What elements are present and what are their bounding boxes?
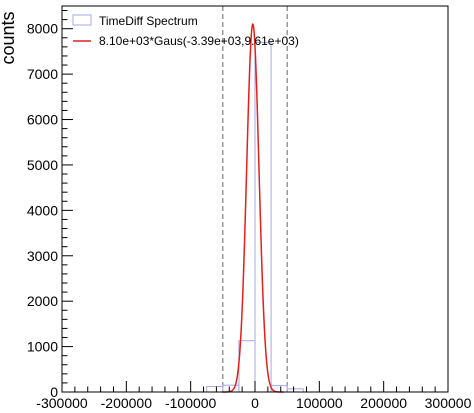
x-tick-label: -100000 [165,395,217,411]
y-tick-label: 0 [50,384,58,400]
legend: TimeDiff Spectrum 8.10e+03*Gaus(-3.39e+03… [72,14,299,48]
y-tick-label: 3000 [27,248,58,264]
y-tick-label: 7000 [27,66,58,82]
y-tick-label: 8000 [27,21,58,37]
histogram-bin-0 [206,386,224,393]
x-axis: -300000 -200000 -100000 0 100000 200000 300000 [36,381,472,411]
y-axis-title: counts [0,11,18,64]
y-tick-label: 1000 [27,339,58,355]
y-tick-label: 5000 [27,157,58,173]
y-tick-label: 6000 [27,112,58,128]
y-tick-label: 4000 [27,202,58,218]
plot-content [206,6,304,393]
x-tick-label: -200000 [101,395,153,411]
legend-fit-label: 8.10e+03*Gaus(-3.39e+03,9.61e+03) [99,34,299,48]
x-tick-label: -300000 [36,395,88,411]
legend-histogram-label: TimeDiff Spectrum [99,14,198,28]
x-tick-label: 100000 [296,395,343,411]
x-tick-label: 300000 [425,395,472,411]
legend-histogram-swatch [72,14,92,26]
histogram-bin-2 [238,340,256,393]
y-tick-label: 2000 [27,293,58,309]
y-axis: 0 1000 2000 3000 4000 5000 6000 7000 8000 [27,10,73,400]
x-tick-label: 200000 [360,395,407,411]
gaussian-fit-curve [221,22,284,393]
x-tick-label: 0 [251,395,259,411]
